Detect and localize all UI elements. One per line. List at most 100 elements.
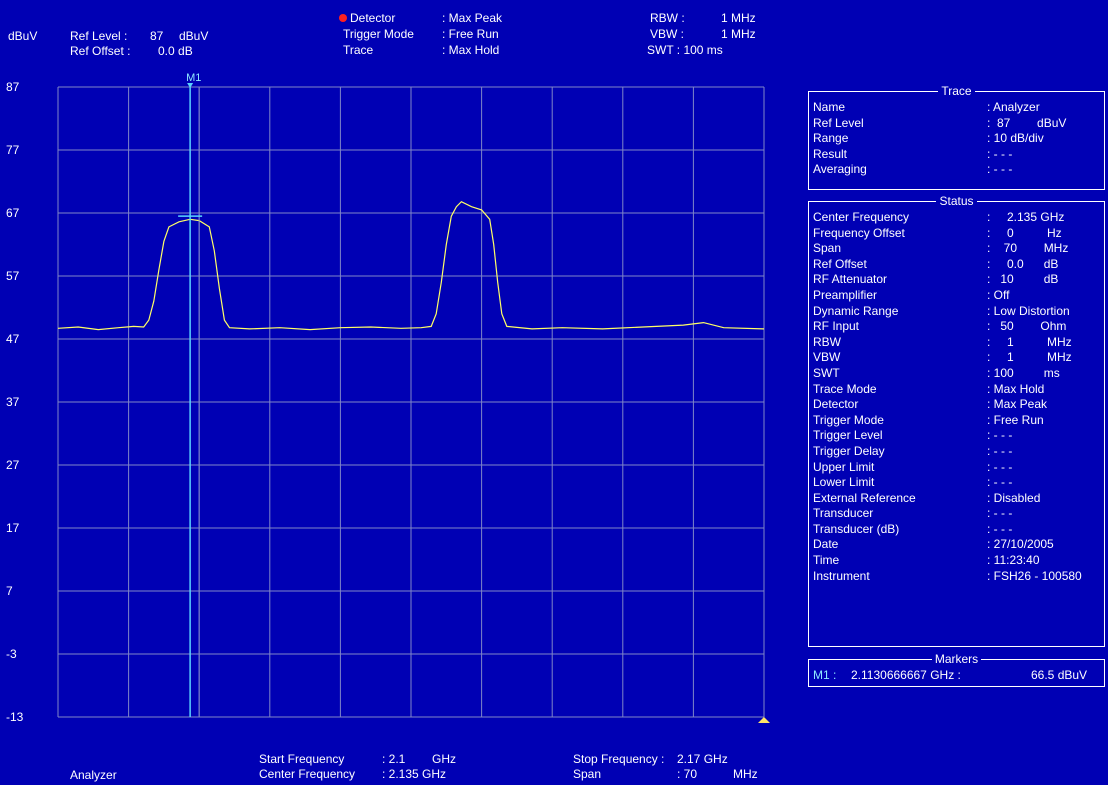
y-tick-label: 17 <box>6 521 20 535</box>
swt-label: SWT : 100 ms <box>647 43 723 57</box>
panel-row-key: Date <box>813 537 839 552</box>
center-frequency-label: Center Frequency <box>259 767 356 781</box>
trace-line <box>57 200 765 331</box>
panel-row-key: Span <box>813 241 842 256</box>
panel-row-value: : - - - <box>987 475 1013 490</box>
span-value: : 70 <box>677 767 698 781</box>
panel-row-key: External Reference <box>813 490 916 505</box>
spectrum-plot[interactable]: M1 <box>0 0 800 785</box>
marker-row-frequency: 2.1130666667 GHz : <box>851 668 961 682</box>
panel-row-key: RBW <box>813 334 841 349</box>
panel-row: Detector: Max Peak <box>809 397 1104 413</box>
status-panel-title: Status <box>936 194 977 208</box>
panel-row-key: Ref Level <box>813 115 864 130</box>
panel-row-key: Frequency Offset <box>813 225 905 240</box>
span-label: Span <box>573 767 602 781</box>
panel-row-value: : 1 MHz <box>987 334 1072 349</box>
trace-panel-title: Trace <box>938 84 975 98</box>
panel-row: Result: - - - <box>809 147 1104 163</box>
panel-row: Preamplifier: Off <box>809 288 1104 304</box>
start-frequency-value: : 2.1 <box>382 752 406 766</box>
ref-level-value: 87 <box>150 29 164 43</box>
status-panel: Status Center Frequency: 2.135 GHz Freque… <box>808 194 1105 647</box>
marker-row[interactable]: M1 : 2.1130666667 GHz : 66.5 dBuV <box>809 666 1104 684</box>
trigger-value: : Free Run <box>442 27 499 41</box>
panel-row-value: : - - - <box>987 428 1013 443</box>
panel-row-value: : 11:23:40 <box>987 553 1040 568</box>
mode-label: Analyzer <box>70 768 117 782</box>
panel-row: Trace Mode : Max Hold <box>809 382 1104 398</box>
panel-row-key: Range <box>813 131 849 146</box>
panel-row-value: : 70 MHz <box>987 241 1069 256</box>
y-tick-label: -3 <box>6 647 17 661</box>
detector-label: Detector <box>350 11 396 25</box>
trace-value: : Max Hold <box>442 43 500 57</box>
panel-row-key: Trigger Mode <box>813 412 884 427</box>
ref-level-unit: dBuV <box>179 29 209 43</box>
vbw-label: VBW : <box>650 27 685 41</box>
panel-row: Instrument : FSH26 - 100580 <box>809 569 1104 585</box>
ref-offset-value: 0.0 dB <box>158 44 193 58</box>
stop-frequency-triangle-icon <box>758 717 770 723</box>
panel-row-value: : 27/10/2005 <box>987 537 1054 552</box>
stop-frequency-label: Stop Frequency : <box>573 752 665 766</box>
panel-row: VBW : 1 MHz <box>809 350 1104 366</box>
panel-row-key: Trigger Delay <box>813 443 885 458</box>
rbw-value: 1 MHz <box>721 11 756 25</box>
panel-row: Center Frequency: 2.135 GHz <box>809 210 1104 226</box>
panel-row-key: SWT <box>813 365 840 380</box>
panel-row: Transducer: - - - <box>809 506 1104 522</box>
panel-row-key: Transducer <box>813 506 874 521</box>
panel-row-value: : - - - <box>987 459 1013 474</box>
rbw-label: RBW : <box>650 11 685 25</box>
detector-indicator-icon <box>339 14 347 22</box>
panel-row-key: Upper Limit <box>813 459 875 474</box>
panel-row: RF Attenuator: 10 dB <box>809 272 1104 288</box>
panel-row: Span : 70 MHz <box>809 241 1104 257</box>
marker-arrow-icon <box>187 83 194 88</box>
panel-row: Ref Offset: 0.0 dB <box>809 257 1104 273</box>
marker-label: M1 <box>186 72 201 84</box>
stop-frequency-value: 2.17 GHz <box>677 752 728 766</box>
panel-row-value: : FSH26 - 100580 <box>987 568 1082 583</box>
span-unit: MHz <box>733 767 758 781</box>
panel-row-key: Instrument <box>813 568 870 583</box>
panel-row-key: VBW <box>813 350 841 365</box>
panel-row-key: Preamplifier <box>813 287 878 302</box>
y-tick-label: 7 <box>6 584 13 598</box>
panel-row-key: Averaging <box>813 162 867 177</box>
panel-row-value: : Max Hold <box>987 381 1045 396</box>
markers-panel: Markers M1 : 2.1130666667 GHz : 66.5 dBu… <box>808 652 1105 687</box>
trace-panel: Trace Name: Analyzer Ref Level : 87 dBuV Ra… <box>808 84 1105 190</box>
panel-row: Name: Analyzer <box>809 100 1104 116</box>
panel-row-value: : 100 ms <box>987 365 1060 380</box>
start-frequency-label: Start Frequency <box>259 752 345 766</box>
panel-row-key: Time <box>813 553 840 568</box>
y-tick-label: 87 <box>6 80 20 94</box>
y-tick-label: 67 <box>6 206 20 220</box>
panel-row-value: : 87 dBuV <box>987 115 1067 130</box>
panel-row-key: Name <box>813 100 846 114</box>
panel-row: Dynamic Range: Low Distortion <box>809 304 1104 320</box>
panel-row-value: : Low Distortion <box>987 303 1070 318</box>
panel-row-value: : 1 MHz <box>987 350 1072 365</box>
panel-row-key: RF Input <box>813 319 860 334</box>
y-tick-label: -13 <box>6 710 24 724</box>
panel-row-value: : Free Run <box>987 412 1044 427</box>
panel-row: Frequency Offset: 0 Hz <box>809 226 1104 242</box>
center-frequency-value: : 2.135 GHz <box>382 767 447 781</box>
panel-row: RBW : 1 MHz <box>809 335 1104 351</box>
panel-row-value: : Disabled <box>987 490 1041 505</box>
panel-row: Ref Level : 87 dBuV <box>809 116 1104 132</box>
y-tick-label: 47 <box>6 332 20 346</box>
panel-row: Averaging: - - - <box>809 162 1104 178</box>
panel-row-value: : - - - <box>987 146 1013 161</box>
panel-row-key: Trace Mode <box>813 381 877 396</box>
panel-row: Lower Limit: - - - <box>809 475 1104 491</box>
panel-row: Trigger Level: - - - <box>809 428 1104 444</box>
marker-row-level: 66.5 dBuV <box>1031 668 1088 682</box>
trigger-label: Trigger Mode <box>343 27 414 41</box>
markers-panel-title: Markers <box>931 652 982 666</box>
panel-row: Transducer (dB): - - - <box>809 522 1104 538</box>
panel-row-value: : 50 Ohm <box>987 319 1067 334</box>
